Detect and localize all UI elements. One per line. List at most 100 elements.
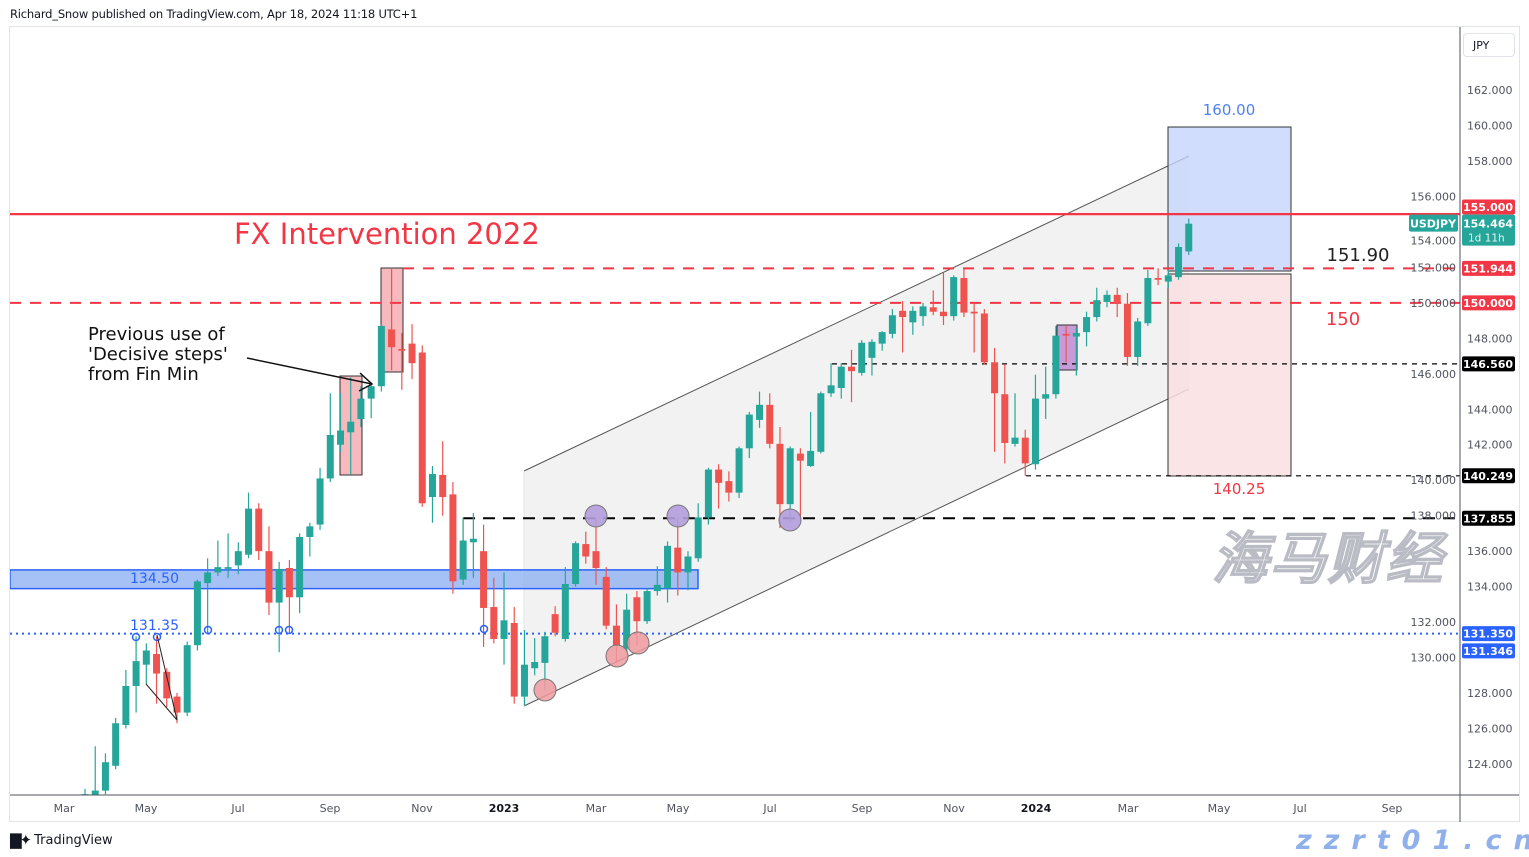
swing-high-marker <box>666 504 690 528</box>
candle-body <box>868 341 876 358</box>
candle-body <box>377 325 385 387</box>
price-tick-label: 144.000 <box>1467 403 1513 416</box>
price-tag-137.855-bg <box>1462 510 1515 526</box>
time-tick-label: Sep <box>1382 802 1403 815</box>
candle-body <box>480 551 488 608</box>
price-tick-label: 162.000 <box>1467 84 1513 97</box>
candle-body <box>214 567 222 573</box>
candle-body <box>1164 275 1172 282</box>
price-tick-label: 132.000 <box>1411 616 1457 629</box>
candle-body <box>91 790 99 795</box>
swing-low-marker <box>533 678 557 702</box>
candle-body <box>357 398 365 420</box>
candle-body <box>510 622 518 697</box>
candle-body <box>684 556 692 573</box>
support-zone-134-50 <box>10 569 699 590</box>
candle-body <box>582 544 590 557</box>
candle-body <box>531 662 539 669</box>
time-tick-label: 2023 <box>489 802 520 815</box>
price-tag-146.560: 146.560 <box>1463 358 1513 371</box>
candle-body <box>1123 303 1131 357</box>
price-tick-label: 130.000 <box>1411 652 1457 665</box>
candle-body <box>418 352 426 504</box>
candle-body <box>1083 317 1091 333</box>
price-tag-131-346-bg <box>1462 643 1515 659</box>
fx-intervention-label: FX Intervention 2022 <box>234 217 540 251</box>
time-tick-label: May <box>667 802 690 815</box>
touch-point-marker <box>479 624 489 634</box>
candle-body <box>112 723 120 766</box>
candle-body <box>858 342 866 373</box>
price-tick-label: 160.000 <box>1467 119 1513 132</box>
candle-body <box>878 332 886 344</box>
candle-body <box>970 311 978 314</box>
candle-body <box>265 551 273 603</box>
candle-body <box>1175 246 1183 278</box>
candle-body <box>306 526 314 537</box>
time-tick-label: May <box>135 802 158 815</box>
swing-low-marker <box>605 644 629 668</box>
candle-body <box>602 576 610 626</box>
stop-zone-box <box>1167 273 1292 477</box>
time-tick-label: 2024 <box>1021 802 1052 815</box>
candle-body <box>173 696 181 713</box>
symbol-tag-bg <box>1409 214 1458 232</box>
watermark-chinese: 海马财经 <box>1211 527 1444 593</box>
swing-high-marker <box>778 508 802 532</box>
candle-body <box>796 453 804 461</box>
candle-body <box>459 540 467 580</box>
candle-body <box>122 685 130 725</box>
candle-body <box>326 434 334 479</box>
price-tick-label: 152.000 <box>1411 261 1457 274</box>
candle-body <box>183 645 191 713</box>
candle-body <box>909 310 917 323</box>
time-tick-label: Mar <box>586 802 607 815</box>
price-tick-label: 124.000 <box>1467 758 1513 771</box>
price-tag-150.000: 150.000 <box>1463 297 1513 310</box>
swing-low-marker <box>626 631 650 655</box>
touch-point-marker <box>203 625 213 635</box>
price-tick-label: 146.000 <box>1411 368 1457 381</box>
candle-body <box>561 583 569 639</box>
price-tag-131.350: 131.350 <box>1463 628 1513 641</box>
candle-body <box>694 517 702 559</box>
price-tag-151.944: 151.944 <box>1463 262 1513 275</box>
chart-frame <box>9 26 1520 822</box>
candle-body <box>704 469 712 518</box>
dotted-level-label: 131.35 <box>130 618 179 634</box>
currency-button[interactable]: JPY <box>1463 33 1515 57</box>
candle-body <box>756 404 764 420</box>
candle-body <box>837 366 845 388</box>
entry-label: 151.90 <box>1327 245 1390 266</box>
candle-body <box>950 277 958 317</box>
price-tag-155.000: 155.000 <box>1463 201 1513 214</box>
time-tick-label: Jul <box>1292 802 1306 815</box>
price-tick-label: 126.000 <box>1467 723 1513 736</box>
time-tick-label: Mar <box>1118 802 1139 815</box>
candle-body <box>449 494 457 582</box>
candle-body <box>163 671 171 699</box>
candle-body <box>1011 437 1019 444</box>
candle-body <box>623 609 631 649</box>
candle-body <box>204 572 212 584</box>
tradingview-footer[interactable]: ▇✦ TradingView <box>10 831 113 849</box>
price-tick-label: 134.000 <box>1467 581 1513 594</box>
candle-body <box>1093 300 1101 318</box>
candle-body <box>1052 335 1060 395</box>
highlight-box-jan <box>1056 324 1078 371</box>
candle-body <box>929 307 937 312</box>
candle-body <box>572 543 580 584</box>
candle-body <box>612 625 620 646</box>
candle-body <box>1001 394 1009 443</box>
candle-body <box>142 650 150 665</box>
price-tick-label: 150.000 <box>1411 297 1457 310</box>
candle-body <box>633 597 641 622</box>
arrow-head-icon <box>358 372 374 392</box>
candle-body <box>428 474 436 498</box>
time-tick-label: Nov <box>943 802 965 815</box>
pattern-lines <box>145 634 178 721</box>
brand-name: TradingView <box>34 832 113 848</box>
symbol-label: USDJPY <box>1410 218 1457 231</box>
candle-body <box>439 474 447 498</box>
